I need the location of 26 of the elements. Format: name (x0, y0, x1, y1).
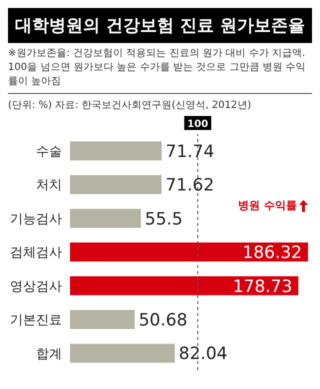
bar (70, 310, 135, 329)
data-label: 178.73 (232, 276, 292, 297)
y-tick-label: 합계 (36, 346, 62, 362)
annotation: 병원 수익률 (238, 198, 297, 213)
data-label: 71.62 (165, 176, 214, 196)
bar (70, 344, 175, 363)
data-label: 55.5 (144, 209, 183, 230)
chart-title: 대학병원의 건강보험 진료 원가보존율 (8, 8, 312, 43)
y-tick-label: 검체검사 (10, 246, 62, 261)
ref-line-label: 100 (187, 119, 208, 130)
y-tick-label: 처치 (36, 178, 62, 194)
bar (70, 175, 162, 194)
data-label: 82.04 (178, 344, 228, 364)
text: (단위: %) 자료: 한국보건사회연구원(신영석, 2012년) (8, 99, 252, 112)
data-label: 50.68 (138, 310, 188, 330)
bar (70, 242, 308, 262)
data-label: 186.32 (242, 243, 302, 264)
data-label: 71.74 (166, 142, 214, 162)
y-tick-label: 기본진료 (10, 313, 62, 328)
bar (70, 276, 298, 296)
bar (70, 208, 141, 228)
y-tick-label: 수술 (36, 144, 62, 160)
chart-subtitle: ※원가보존율: 건강보험이 적용되는 진료의 원가 대비 수가 지급액. 100을 넘으면 원가보다 높은 수가를 받는 것으로 그만큼 병원 수익률이 높아짐 (8, 47, 312, 94)
y-tick-label: 기능검사 (10, 212, 62, 227)
y-tick-label: 영상검사 (10, 279, 62, 294)
bar (70, 141, 162, 160)
